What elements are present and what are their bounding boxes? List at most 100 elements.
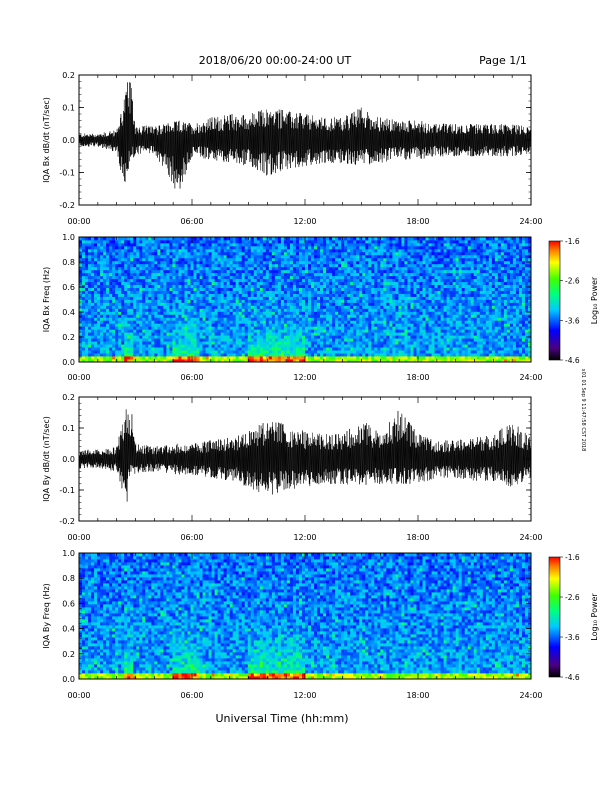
spectrogram-cell xyxy=(371,293,375,297)
spectrogram-cell xyxy=(124,251,128,256)
spectrogram-cell xyxy=(380,272,384,277)
spectrogram-cell xyxy=(383,320,387,324)
spectrogram-cell xyxy=(350,290,354,294)
spectrogram-cell xyxy=(238,254,243,259)
spectrogram-cell xyxy=(244,302,249,306)
spectrogram-cell xyxy=(359,338,363,342)
spectrogram-cell xyxy=(190,242,194,247)
spectrogram-cell xyxy=(311,302,315,306)
spectrogram-cell xyxy=(280,332,285,336)
spectrogram-cell xyxy=(238,305,243,309)
spectrogram-cell xyxy=(368,314,372,318)
spectrogram-cell xyxy=(142,347,146,351)
spectrogram-cell xyxy=(289,353,294,357)
spectrogram-cell xyxy=(88,338,92,342)
spectrogram-cell xyxy=(326,311,330,315)
spectrogram-cell xyxy=(247,293,252,297)
spectrogram-cell xyxy=(395,239,399,244)
spectrogram-cell xyxy=(190,245,194,250)
spectrogram-cell xyxy=(317,290,321,294)
spectrogram-cell xyxy=(377,323,381,327)
spectrogram-cell xyxy=(292,266,297,271)
spectrogram-cell xyxy=(416,350,420,354)
spectrogram-cell xyxy=(256,284,261,288)
spectrogram-cell xyxy=(398,311,402,315)
spectrogram-cell xyxy=(241,281,246,286)
spectrogram-cell xyxy=(199,314,203,318)
spectrogram-cell xyxy=(305,350,309,354)
spectrogram-cell xyxy=(130,269,134,274)
spectrogram-cell xyxy=(139,332,143,336)
spectrogram-cell xyxy=(262,326,267,330)
spectrogram-cell xyxy=(100,242,104,247)
spectrogram-cell xyxy=(289,359,294,363)
spectrogram-cell xyxy=(154,266,158,271)
spectrogram-cell xyxy=(422,284,426,288)
spectrogram-cell xyxy=(109,284,113,288)
spectrogram-cell xyxy=(377,320,381,324)
spectrogram-cell xyxy=(97,263,101,268)
spectrogram-cell xyxy=(253,296,258,300)
spectrogram-cell xyxy=(229,275,234,280)
spectrogram-cell xyxy=(121,329,125,333)
spectrogram-cell xyxy=(154,237,158,241)
spectrogram-cell xyxy=(145,275,149,280)
spectrogram-cell xyxy=(241,239,246,244)
spectrogram-cell xyxy=(109,278,113,283)
spectrogram-cell xyxy=(271,353,276,357)
spectrogram-cell xyxy=(389,350,393,354)
spectrogram-cell xyxy=(350,320,354,324)
spectrogram-cell xyxy=(374,335,378,339)
spectrogram-cell xyxy=(112,281,116,286)
spectrogram-cell xyxy=(94,299,98,303)
spectrogram-cell xyxy=(172,326,176,330)
spectrogram-cell xyxy=(139,320,143,324)
spectrogram-cell xyxy=(268,239,273,244)
spectrogram-cell xyxy=(413,281,417,286)
spectrogram-cell xyxy=(103,305,107,309)
spectrogram-cell xyxy=(151,281,155,286)
spectrogram-cell xyxy=(326,251,330,256)
spectrogram-cell xyxy=(199,248,203,253)
spectrogram-cell xyxy=(419,275,423,280)
spectrogram-cell xyxy=(136,335,140,339)
spectrogram-cell xyxy=(202,237,206,241)
spectrogram-cell xyxy=(130,239,134,244)
spectrogram-cell xyxy=(91,329,95,333)
spectrogram-cell xyxy=(193,257,197,262)
spectrogram-cell xyxy=(97,239,101,244)
spectrogram-cell xyxy=(410,329,414,333)
spectrogram-cell xyxy=(226,293,231,297)
spectrogram-cell xyxy=(118,350,122,354)
spectrogram-cell xyxy=(115,347,119,351)
spectrogram-cell xyxy=(416,299,420,303)
spectrogram-cell xyxy=(82,296,86,300)
spectrogram-cell xyxy=(241,305,246,309)
spectrogram-cell xyxy=(121,311,125,315)
spectrogram-cell xyxy=(401,269,405,274)
spectrogram-cell xyxy=(157,248,161,253)
spectrogram-cell xyxy=(220,278,225,283)
spectrogram-cell xyxy=(253,314,258,318)
spectrogram-cell xyxy=(118,335,122,339)
spectrogram-cell xyxy=(169,356,173,360)
spectrogram-cell xyxy=(326,335,330,339)
spectrogram-cell xyxy=(292,308,297,312)
spectrogram-cell xyxy=(142,359,146,363)
spectrogram-cell xyxy=(392,260,396,265)
spectrogram-cell xyxy=(362,287,366,291)
spectrogram-cell xyxy=(271,305,276,309)
spectrogram-cell xyxy=(103,266,107,271)
spectrogram-cell xyxy=(341,353,345,357)
spectrogram-cell xyxy=(380,266,384,271)
spectrogram-cell xyxy=(238,326,243,330)
spectrogram-cell xyxy=(280,308,285,312)
spectrogram-cell xyxy=(295,359,300,363)
spectrogram-cell xyxy=(217,284,222,288)
spectrogram-cell xyxy=(265,302,270,306)
spectrogram-cell xyxy=(127,290,131,294)
spectrogram-cell xyxy=(97,242,101,247)
spectrogram-cell xyxy=(115,254,119,259)
spectrogram-cell xyxy=(250,329,255,333)
spectrogram-cell xyxy=(374,248,378,253)
